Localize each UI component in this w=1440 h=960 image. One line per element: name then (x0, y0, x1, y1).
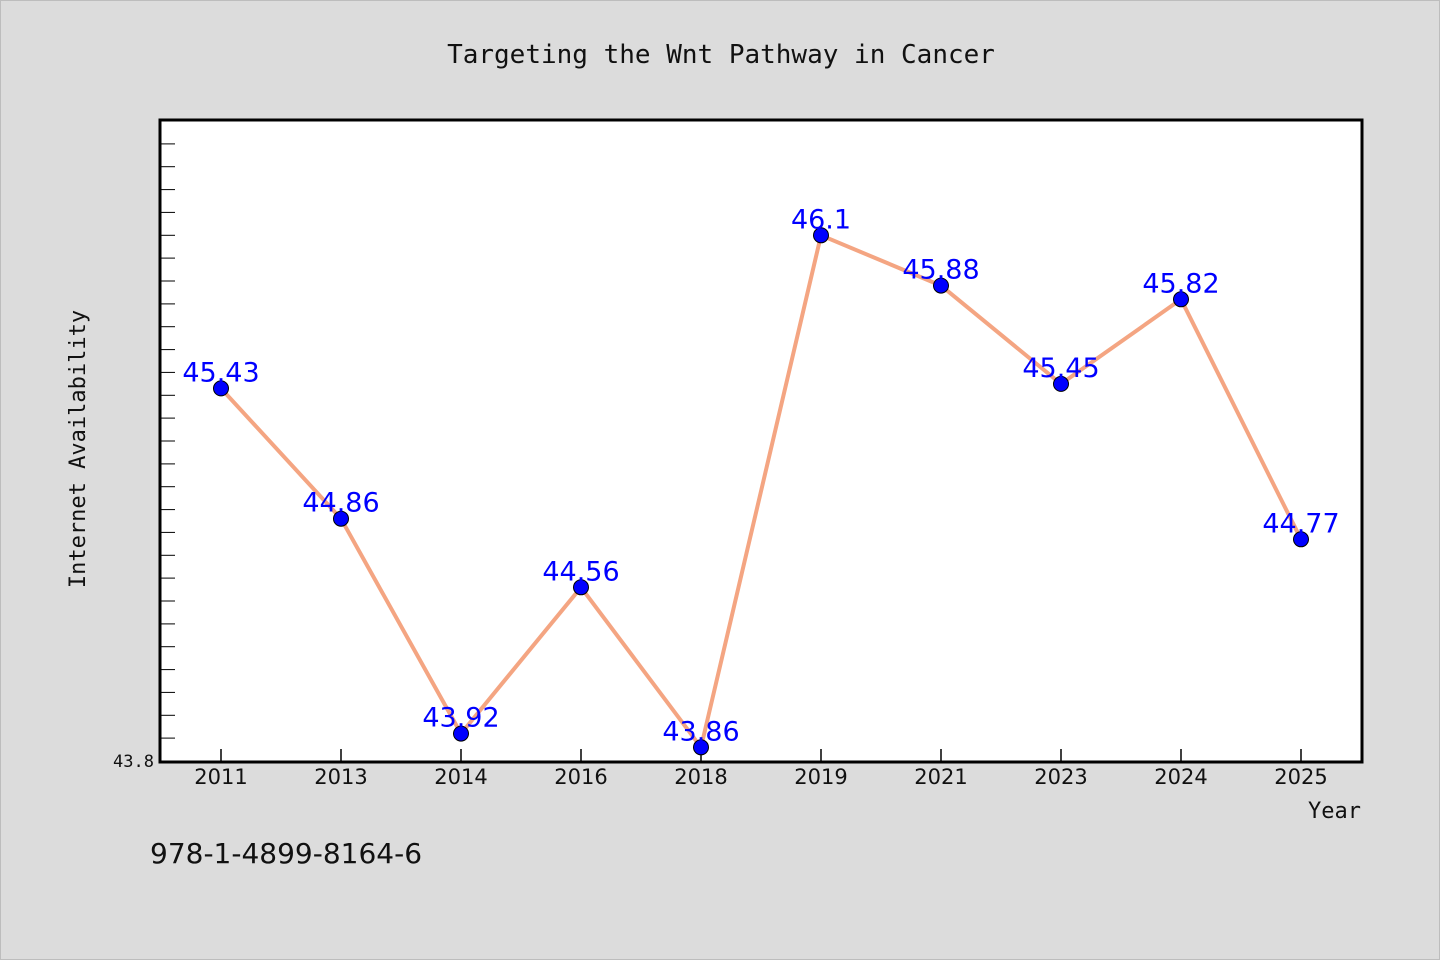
y-axis-label: Internet Availability (66, 310, 91, 588)
data-label: 44.56 (542, 556, 619, 587)
x-tick-label: 2019 (794, 765, 847, 789)
x-tick-label: 2021 (914, 765, 967, 789)
data-label: 43.86 (662, 716, 739, 747)
data-label: 44.86 (302, 488, 379, 519)
x-tick-label: 2024 (1154, 765, 1207, 789)
x-tick-label: 2013 (314, 765, 367, 789)
x-axis-tick-labels: 2011 2013 2014 2016 2018 2019 2021 2023 2024 2025 (194, 765, 1327, 789)
data-point (1053, 375, 1069, 392)
y-axis-min-label: 43.8 (113, 752, 154, 772)
data-label: 45.45 (1022, 353, 1099, 384)
data-label: 43.92 (422, 703, 499, 734)
plot-area (158, 118, 1364, 764)
data-point (573, 579, 589, 596)
data-label: 45.88 (902, 255, 979, 286)
x-tick-label: 2023 (1034, 765, 1087, 789)
data-label: 45.82 (1142, 268, 1219, 299)
data-label: 45.43 (182, 357, 259, 388)
data-point (333, 510, 349, 527)
chart-title: Targeting the Wnt Pathway in Cancer (447, 40, 995, 70)
x-axis-label: Year (1308, 799, 1361, 824)
data-points (213, 227, 1309, 756)
x-tick-label: 2018 (674, 765, 727, 789)
x-tick-label: 2025 (1274, 765, 1327, 789)
series-line (219, 233, 1303, 750)
data-labels: 45.43 44.86 43.92 44.56 43.86 46.1 45.88 45.45 4… (182, 204, 1339, 747)
x-tick-label: 2011 (194, 765, 247, 789)
data-point (1293, 531, 1309, 548)
y-axis-ticks (161, 143, 175, 762)
data-label: 46.1 (791, 204, 851, 235)
data-point (1173, 291, 1189, 308)
data-point (453, 725, 469, 742)
data-point (213, 380, 229, 397)
x-tick-label: 2014 (434, 765, 487, 789)
data-point (813, 227, 829, 244)
data-point (693, 739, 709, 756)
isbn-text: 978-1-4899-8164-6 (150, 837, 422, 870)
x-tick-label: 2016 (554, 765, 607, 789)
data-point (933, 277, 949, 294)
data-label: 44.77 (1262, 508, 1339, 539)
